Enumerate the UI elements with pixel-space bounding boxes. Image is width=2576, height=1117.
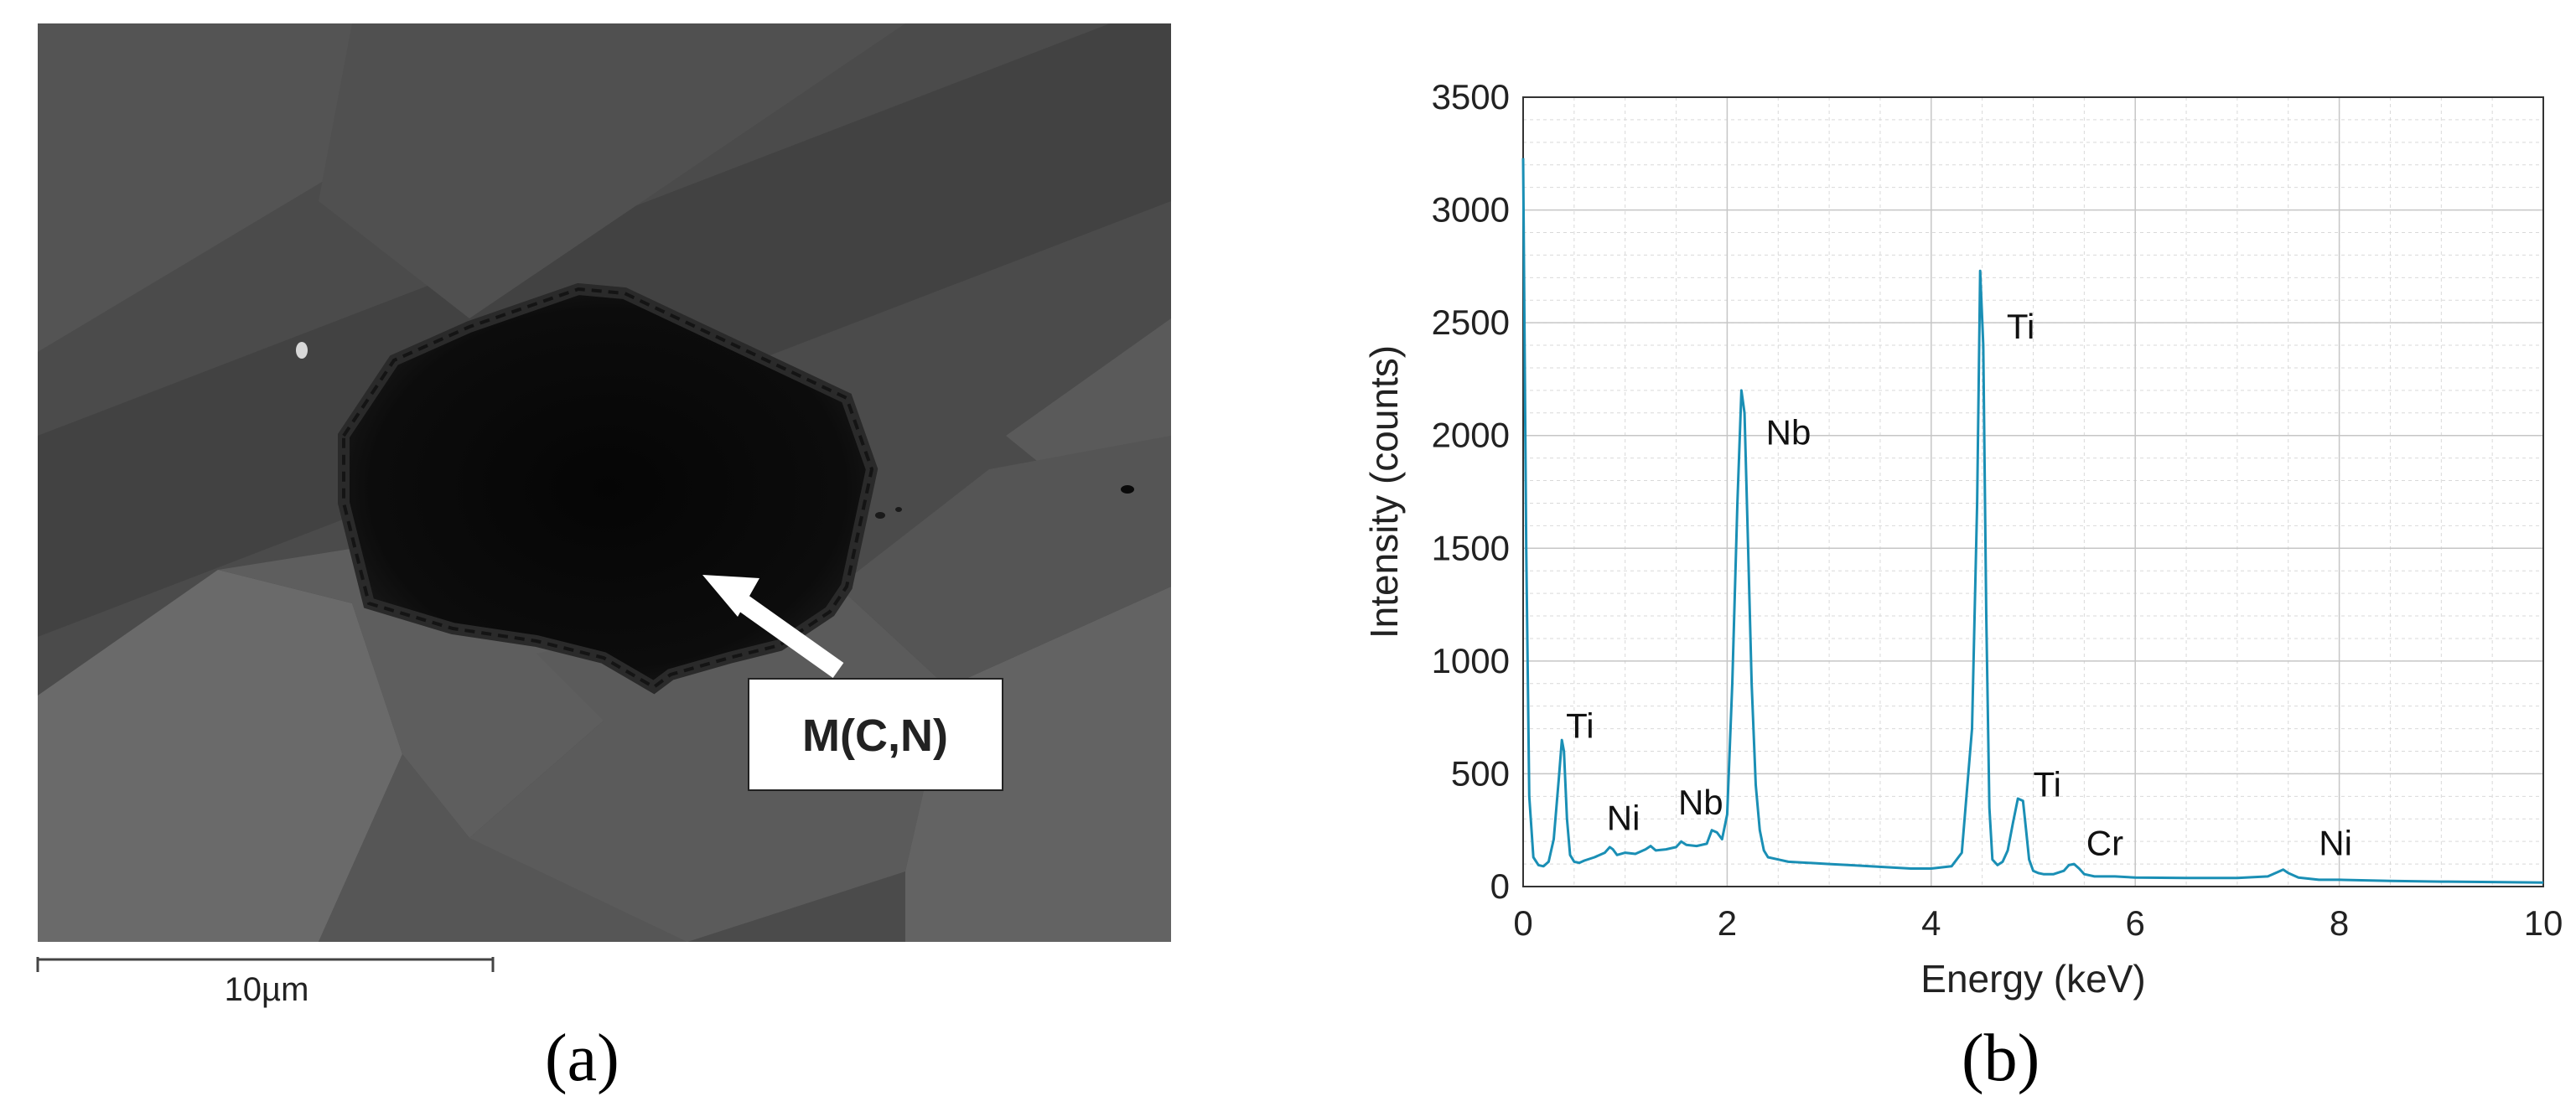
y-axis-label: Intensity (counts)	[1362, 345, 1406, 639]
panel-b: 0 2 4 6 8 10 0 500 1000 1500 2000 2500 3000 3500 Ti N…	[1257, 0, 2576, 1113]
panel-a: M(C,N) 10µm (a)	[0, 0, 1257, 1113]
eds-spectrum-chart: 0 2 4 6 8 10 0 500 1000 1500 2000 2500 3000 3500 Ti N…	[1362, 77, 2563, 1001]
y-tick-label: 1000	[1432, 641, 1510, 680]
peak-label-ti: Ti	[2007, 307, 2034, 346]
x-tick-label: 0	[1513, 903, 1532, 943]
x-axis-label: Energy (keV)	[1920, 957, 2145, 1001]
peak-label-cr: Cr	[2086, 823, 2123, 862]
sem-micrograph: M(C,N) 10µm	[36, 23, 1171, 1008]
y-tick-label: 1500	[1432, 528, 1510, 567]
y-tick-label: 2000	[1432, 416, 1510, 455]
peak-label-nb: Nb	[1766, 412, 1811, 452]
plot-frame	[1522, 96, 2544, 887]
x-tick-label: 8	[2330, 903, 2349, 943]
panel-a-label: (a)	[545, 1021, 619, 1095]
y-tick-label: 3500	[1432, 77, 1510, 116]
y-tick-label: 2500	[1432, 303, 1510, 342]
y-tick-label: 0	[1490, 866, 1510, 906]
x-tick-label: 2	[1718, 903, 1737, 943]
peak-label-ti: Ti	[2034, 764, 2061, 804]
peak-labels: Ti Ni Nb Nb Ti Ti Cr Ni	[1566, 307, 2352, 862]
y-tick-label: 3000	[1432, 190, 1510, 230]
peak-label-ti: Ti	[1566, 706, 1594, 745]
arrow-shaft	[728, 589, 844, 678]
peak-label-ni: Ni	[1607, 799, 1640, 838]
x-tick-label: 4	[1921, 903, 1941, 943]
x-axis-ticks: 0 2 4 6 8 10	[1513, 903, 2563, 943]
panel-b-label: (b)	[1962, 1021, 2040, 1095]
peak-label-nb: Nb	[1678, 783, 1723, 822]
annotation-label: M(C,N)	[802, 711, 948, 761]
peak-label-ni: Ni	[2319, 823, 2352, 862]
arrow-head	[702, 575, 759, 617]
spectrum-line	[1521, 158, 2544, 884]
y-tick-label: 500	[1451, 753, 1510, 793]
y-axis-ticks: 0 500 1000 1500 2000 2500 3000 3500	[1432, 77, 1510, 906]
annotation-box	[748, 678, 1003, 791]
x-tick-label: 10	[2524, 903, 2563, 943]
scale-bar-text: 10µm	[225, 971, 309, 1008]
x-tick-label: 6	[2126, 903, 2145, 943]
